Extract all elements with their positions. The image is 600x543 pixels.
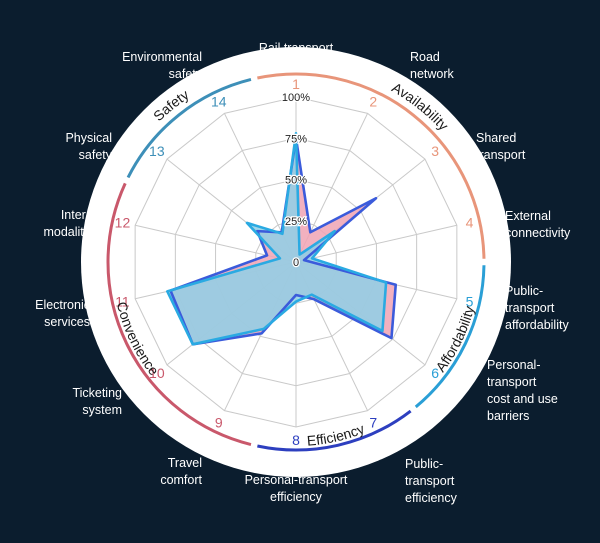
axis-label-personal-transport-efficiency: Personal-transport efficiency [244,473,348,504]
series-fill-series-b [167,133,387,345]
axis-number-5: 5 [466,294,474,310]
axis-label-ticketing-system: Ticketing system [72,386,122,417]
category-arc-safety [126,78,252,179]
category-arc-affordability [414,265,486,409]
axis-number-4: 4 [466,214,474,230]
axis-number-7: 7 [369,414,377,430]
grid-spoke-4 [295,224,457,263]
axis-number-14: 14 [211,94,227,110]
radial-ticks: 0 25% 50% 75% 100% [281,91,312,271]
axis-label-public-transport-affordability: Public- transport affordability [505,284,569,332]
radial-tick-label-100: 100% [282,92,310,104]
axis-label-physical-safety: Physical safety [65,131,112,162]
axis-label-road-network: Road network [410,50,454,81]
category-arcs [106,72,486,452]
axis-label-rail-transport: Rail transport [258,41,334,55]
axis-label-shared-transport: Shared transport [476,131,526,162]
axis-label-electronic-services: Electronic services [35,298,90,329]
axis-number-2: 2 [369,94,377,110]
axis-number-11: 11 [115,294,130,310]
category-arc-availability [257,72,486,259]
category-arc-convenience [106,182,252,446]
axis-number-9: 9 [215,414,223,430]
axis-label-external-connectivity: External connectivity [505,209,571,240]
radial-tick-label-25: 25% [285,216,307,228]
radial-tick-label-75: 75% [285,133,307,145]
series-layer [166,132,398,346]
axis-label-personal-transport-cost: Personal- transport cost and use barrier… [487,358,558,423]
axis-number-6: 6 [431,365,439,381]
axis-label-public-transport-efficiency: Public- transport efficiency [405,457,457,505]
axis-number-10: 10 [149,365,165,381]
axis-label-environmental-safety: Environmental safety [122,50,202,81]
category-arc-efficiency [257,409,412,452]
radial-tick-label-50: 50% [285,175,307,187]
axis-number-12: 12 [115,214,131,230]
axis-label-inter-modality: Inter- modality [43,208,90,239]
axis-number-3: 3 [431,143,439,159]
radial-tick-label-0: 0 [293,257,299,269]
axis-number-1: 1 [292,76,300,92]
axis-number-13: 13 [149,143,165,159]
axis-label-travel-comfort: Travel comfort [160,456,202,487]
axis-number-8: 8 [292,432,300,448]
